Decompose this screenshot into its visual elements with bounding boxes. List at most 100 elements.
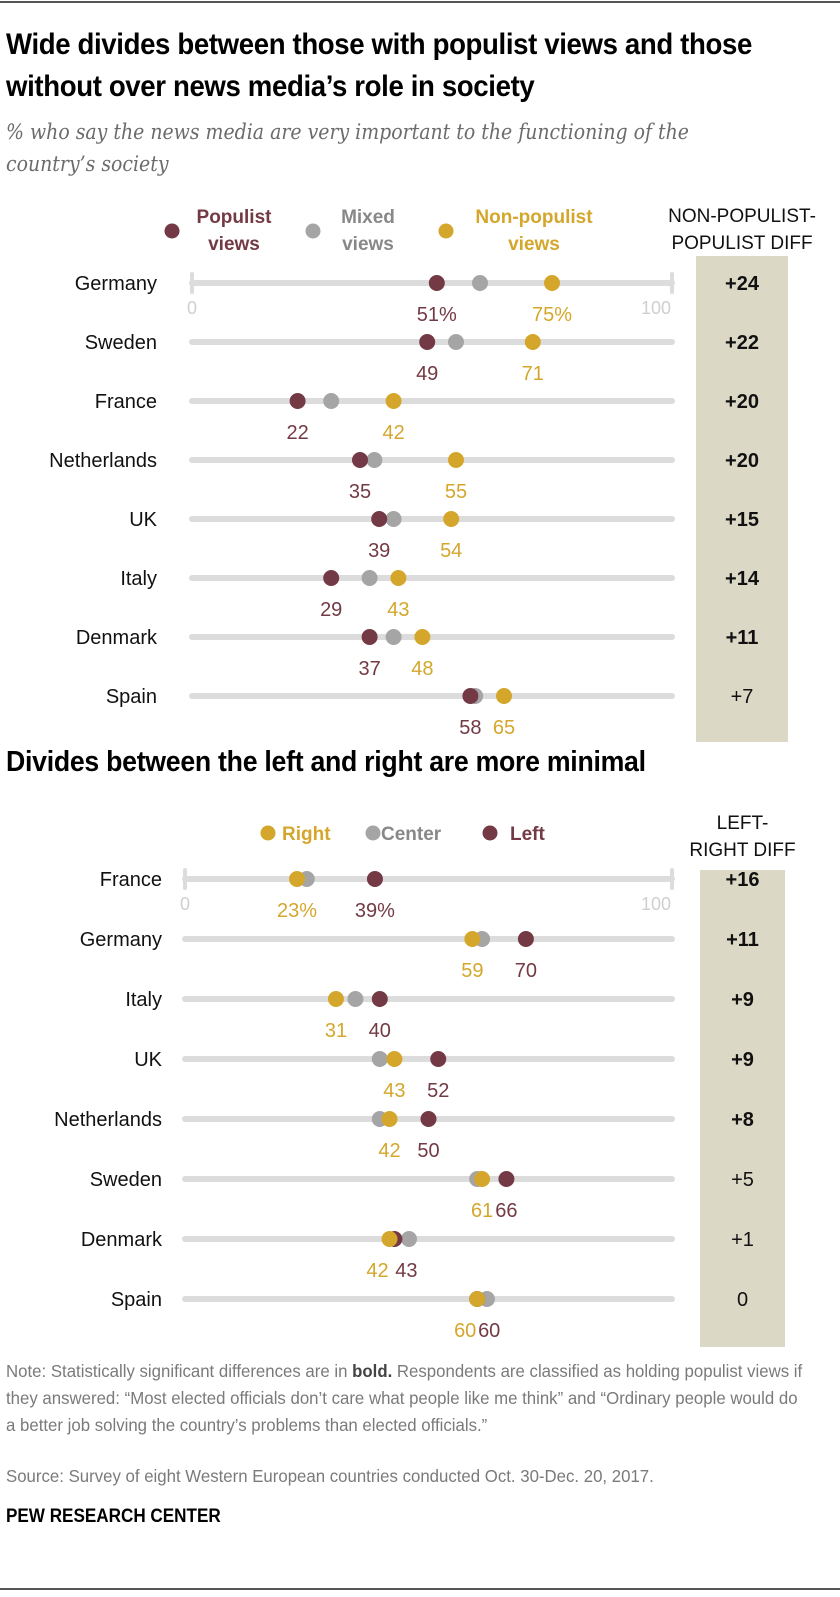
legend-dot-center: [365, 825, 381, 841]
dot-nonpopulist: [414, 629, 431, 645]
legend-dot-left: [482, 825, 498, 841]
value-label-populist: 39: [368, 540, 390, 562]
country-label: Germany: [80, 929, 162, 951]
dot-nonpopulist: [385, 393, 402, 409]
country-label: Spain: [106, 686, 157, 708]
value-label-populist: 49: [416, 363, 438, 385]
diff-header-line: RIGHT DIFF: [689, 840, 795, 861]
note-prefix: Note: Statistically significant differen…: [6, 1361, 353, 1381]
dot-nonpopulist: [443, 511, 460, 527]
dot-left: [430, 1051, 447, 1067]
axis-tick-label: 100: [641, 894, 671, 914]
axis-tick-label: 0: [187, 298, 197, 318]
axis-tick-label: 100: [641, 298, 671, 318]
bottom-rule: [0, 1588, 840, 1590]
dot-right: [474, 1171, 491, 1187]
dot-left: [420, 1111, 437, 1127]
value-label-nonpopulist: 42: [382, 422, 404, 444]
value-label-right: 60: [454, 1320, 476, 1342]
chart-title: Wide divides between those with populist…: [6, 28, 752, 103]
dot-right: [469, 1291, 486, 1307]
dot-mixed: [472, 275, 488, 291]
value-label-nonpopulist: 43: [387, 599, 409, 621]
dot-nonpopulist: [390, 570, 407, 586]
diff-value: +11: [726, 929, 759, 951]
legend-label-left: Left: [510, 824, 546, 845]
diff-value: +20: [725, 391, 759, 413]
legend-label-populist: Populist: [197, 207, 273, 228]
dot-nonpopulist: [544, 275, 560, 291]
legend-dot-populist: [164, 223, 180, 239]
dot-nonpopulist: [524, 334, 541, 350]
value-label-right: 43: [383, 1080, 405, 1102]
diff-column-bg: [696, 256, 788, 742]
axis-tick-label: 0: [180, 894, 190, 914]
value-label-nonpopulist: 75%: [532, 304, 572, 326]
dot-center: [371, 1051, 388, 1067]
dot-left: [517, 931, 534, 947]
dot-nonpopulist: [448, 452, 464, 468]
section-2-title: Divides between the left and right are m…: [6, 746, 646, 778]
value-label-right: 42: [366, 1260, 388, 1282]
legend-label-mixed-line2: views: [342, 234, 394, 255]
value-label-populist: 58: [459, 717, 481, 739]
country-label: Spain: [111, 1289, 162, 1311]
dot-left: [371, 991, 388, 1007]
dot-populist: [289, 393, 306, 409]
value-label-left: 39%: [355, 900, 395, 922]
diff-header-line: LEFT-: [717, 813, 769, 834]
value-label-left: 70: [515, 960, 537, 982]
diff-header-line: NON-POPULIST-: [668, 206, 816, 227]
diff-value: +9: [731, 1049, 754, 1071]
value-label-left: 50: [417, 1140, 439, 1162]
value-label-nonpopulist: 71: [522, 363, 544, 385]
pew-logo-text: PEW RESEARCH CENTER: [6, 1506, 221, 1527]
dot-mixed: [366, 452, 383, 468]
legend-label-nonpopulist: Non-populist: [475, 207, 593, 228]
country-label: Sweden: [85, 332, 157, 354]
source-note: Source: Survey of eight Western European…: [6, 1466, 654, 1486]
dot-mixed: [323, 393, 340, 409]
dot-right: [327, 991, 344, 1007]
country-label: Sweden: [90, 1169, 162, 1191]
dot-center: [401, 1231, 418, 1247]
populist-dot-plot: NON-POPULIST- POPULIST DIFF Populist views M…: [49, 206, 816, 742]
note-rest: Respondents are classified as holding po…: [6, 1361, 803, 1435]
value-label-left: 40: [369, 1020, 391, 1042]
dot-mixed: [385, 511, 402, 527]
country-label: UK: [129, 509, 157, 531]
country-label: Denmark: [81, 1229, 163, 1251]
dot-mixed: [361, 570, 378, 586]
note-bold: bold.: [352, 1361, 393, 1381]
value-label-nonpopulist: 55: [445, 481, 467, 503]
country-label: Italy: [125, 989, 162, 1011]
diff-column-bg: [700, 870, 785, 1347]
value-label-populist: 37: [358, 658, 380, 680]
diff-value: +24: [725, 273, 760, 295]
legend-label-mixed: Mixed: [341, 207, 395, 228]
dot-right: [381, 1111, 398, 1127]
value-label-populist: 22: [286, 422, 308, 444]
country-label: UK: [134, 1049, 162, 1071]
legend-label-right: Right: [282, 824, 331, 845]
dot-populist: [428, 275, 445, 291]
diff-value: +16: [726, 869, 760, 891]
country-label: Netherlands: [49, 450, 157, 472]
legend-label-center: Center: [381, 824, 442, 845]
legend-label-nonpopulist-line2: views: [508, 234, 560, 255]
legend-dot-mixed: [305, 223, 321, 239]
value-label-nonpopulist: 54: [440, 540, 462, 562]
legend-dot-right: [260, 825, 276, 841]
dot-mixed: [448, 334, 464, 350]
value-label-nonpopulist: 65: [493, 717, 515, 739]
country-label: France: [95, 391, 157, 413]
value-label-nonpopulist: 48: [411, 658, 433, 680]
value-label-right: 61: [471, 1200, 493, 1222]
country-label: Netherlands: [54, 1109, 162, 1131]
country-label: France: [100, 869, 162, 891]
value-label-left: 52: [427, 1080, 449, 1102]
diff-value: +7: [731, 686, 754, 708]
diff-value: 0: [737, 1289, 748, 1311]
diff-value: +9: [731, 989, 754, 1011]
chart-subtitle: % who say the news media are very import…: [6, 120, 690, 176]
